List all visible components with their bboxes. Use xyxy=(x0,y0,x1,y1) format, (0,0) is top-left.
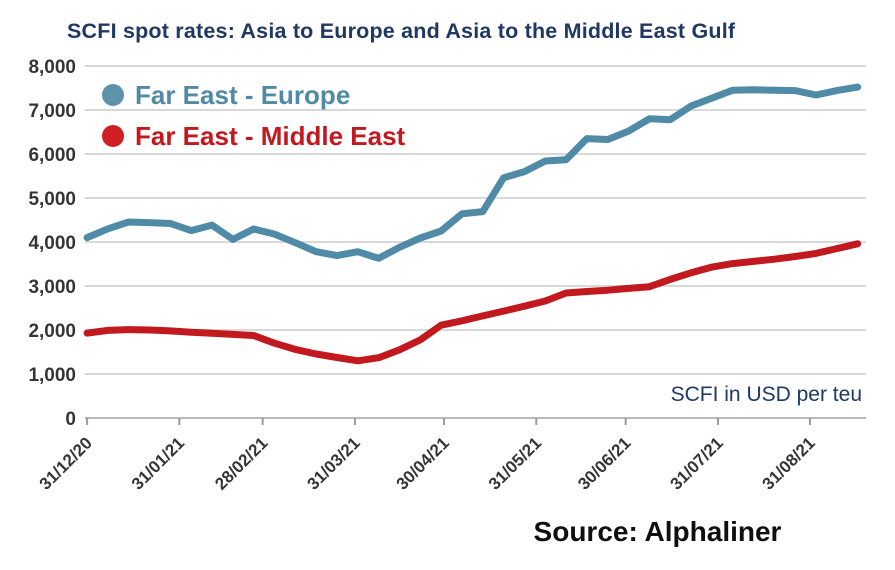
x-axis-labels: 31/12/20 31/01/21 28/02/21 31/03/21 30/04/21… xyxy=(36,433,819,493)
x-tick-label: 28/02/21 xyxy=(211,433,271,493)
y-tick-label: 0 xyxy=(65,409,76,430)
axes xyxy=(85,417,866,425)
x-tick-label: 30/04/21 xyxy=(393,433,453,493)
y-tick-label: 3,000 xyxy=(28,277,76,298)
unit-annotation: SCFI in USD per teu xyxy=(671,383,862,406)
chart-title: SCFI spot rates: Asia to Europe and Asia… xyxy=(67,19,736,43)
y-tick-label: 7,000 xyxy=(28,101,76,122)
y-tick-label: 1,000 xyxy=(28,365,76,386)
y-tick-label: 2,000 xyxy=(28,321,76,342)
source-caption: Source: Alphaliner xyxy=(533,516,782,547)
y-tick-label: 8,000 xyxy=(28,57,76,78)
y-tick-label: 5,000 xyxy=(28,189,76,210)
legend-label-middle-east: Far East - Middle East xyxy=(135,121,406,151)
legend-marker-europe-icon xyxy=(102,84,124,106)
x-tick-label: 31/08/21 xyxy=(759,433,819,493)
x-tick-label: 31/01/21 xyxy=(128,433,188,493)
series-line-middle-east xyxy=(83,240,862,365)
y-tick-label: 4,000 xyxy=(28,233,76,254)
gridlines xyxy=(85,65,866,375)
x-tick-label: 31/03/21 xyxy=(304,433,364,493)
series-line-europe xyxy=(83,83,862,262)
x-tick-label: 30/06/21 xyxy=(574,433,634,493)
x-tick-label: 31/12/20 xyxy=(36,433,96,493)
legend-label-europe: Far East - Europe xyxy=(135,80,350,110)
x-tick-label: 31/05/21 xyxy=(485,433,545,493)
y-tick-label: 6,000 xyxy=(28,145,76,166)
legend: Far East - Europe Far East - Middle East xyxy=(102,80,406,151)
data-series xyxy=(83,83,862,365)
y-axis-labels: 0 1,000 2,000 3,000 4,000 5,000 6,000 7,000 8,00… xyxy=(28,57,76,430)
legend-marker-middle-east-icon xyxy=(102,125,124,147)
x-tick-label: 31/07/21 xyxy=(667,433,727,493)
